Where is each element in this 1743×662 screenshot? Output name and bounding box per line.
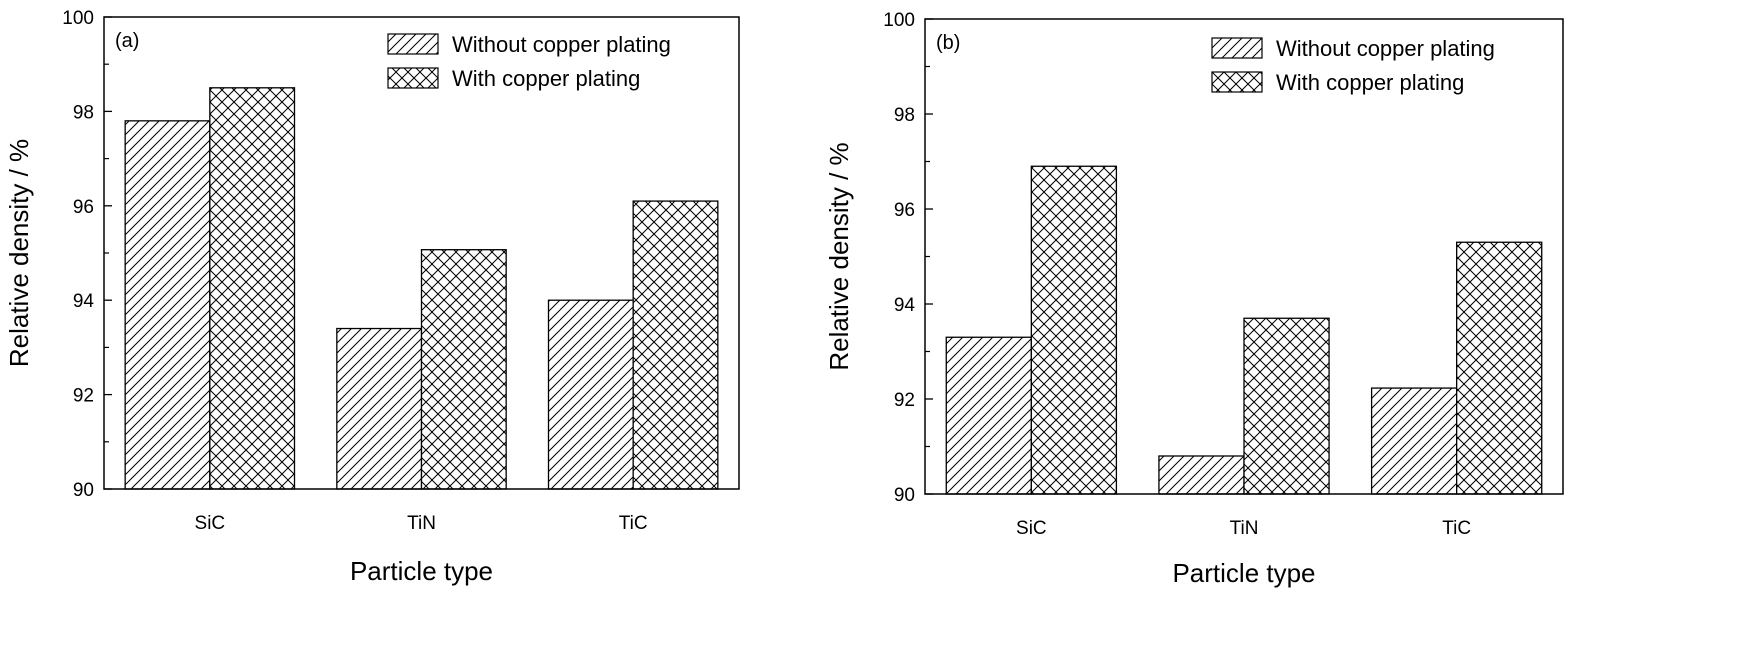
legend-swatch-series-1 (1211, 37, 1263, 59)
bar-tic-series-2 (632, 200, 719, 490)
y-tick-label: 90 (73, 480, 94, 501)
y-tick-label: 94 (894, 295, 916, 316)
y-tick-label: 98 (894, 105, 915, 126)
y-tick-label: 92 (73, 386, 94, 407)
bar-tin-series-2 (420, 249, 507, 490)
legend-entry-series-2: With copper plating (452, 66, 640, 91)
x-tick-label: TiC (619, 513, 648, 534)
y-tick-label: 94 (73, 291, 95, 312)
y-tick-label: 96 (894, 200, 915, 221)
y-tick-label: 98 (73, 102, 94, 123)
bar-tin-series-1 (336, 327, 423, 490)
y-axis-title: Relative density / % (4, 139, 34, 367)
bar-tic-series-1 (1370, 387, 1458, 495)
y-tick-label: 90 (894, 485, 915, 506)
x-tick-label: SiC (1016, 518, 1047, 539)
x-tick-label: TiN (407, 513, 436, 534)
legend-entry-series-2: With copper plating (1276, 70, 1464, 95)
x-axis-title: Particle type (350, 556, 493, 586)
legend-swatch-series-2 (1211, 71, 1263, 93)
legend-entry-series-1: Without copper plating (1276, 36, 1495, 61)
bar-tic-series-2 (1456, 241, 1543, 495)
y-tick-label: 96 (73, 197, 94, 218)
x-tick-label: TiN (1230, 518, 1259, 539)
bar-sic-series-2 (209, 87, 296, 490)
bar-sic-series-1 (945, 336, 1032, 495)
y-tick-label: 92 (894, 390, 915, 411)
x-axis-title: Particle type (1172, 558, 1315, 588)
panel-label: (b) (936, 32, 960, 54)
bar-tin-series-2 (1243, 317, 1330, 495)
legend-swatch-series-2 (387, 67, 439, 89)
chart-panel-b: 90 92 94 96 98 100 SiC TiN TiC Particle type Relat… (824, 10, 1564, 588)
y-tick-label: 100 (62, 8, 94, 29)
bar-sic-series-1 (124, 120, 211, 490)
chart-panel-a: 90 92 94 96 98 100 SiC TiN TiC Particle type Relat… (4, 8, 740, 586)
panel-label: (a) (115, 30, 139, 52)
y-axis-title: Relative density / % (824, 142, 854, 370)
x-tick-label: TiC (1442, 518, 1471, 539)
bar-tic-series-1 (547, 299, 634, 490)
x-tick-label: SiC (195, 513, 226, 534)
legend-swatch-series-1 (387, 33, 439, 55)
bar-sic-series-2 (1030, 165, 1118, 495)
y-tick-label: 100 (883, 10, 915, 31)
legend-entry-series-1: Without copper plating (452, 32, 671, 57)
bar-tin-series-1 (1158, 455, 1245, 495)
